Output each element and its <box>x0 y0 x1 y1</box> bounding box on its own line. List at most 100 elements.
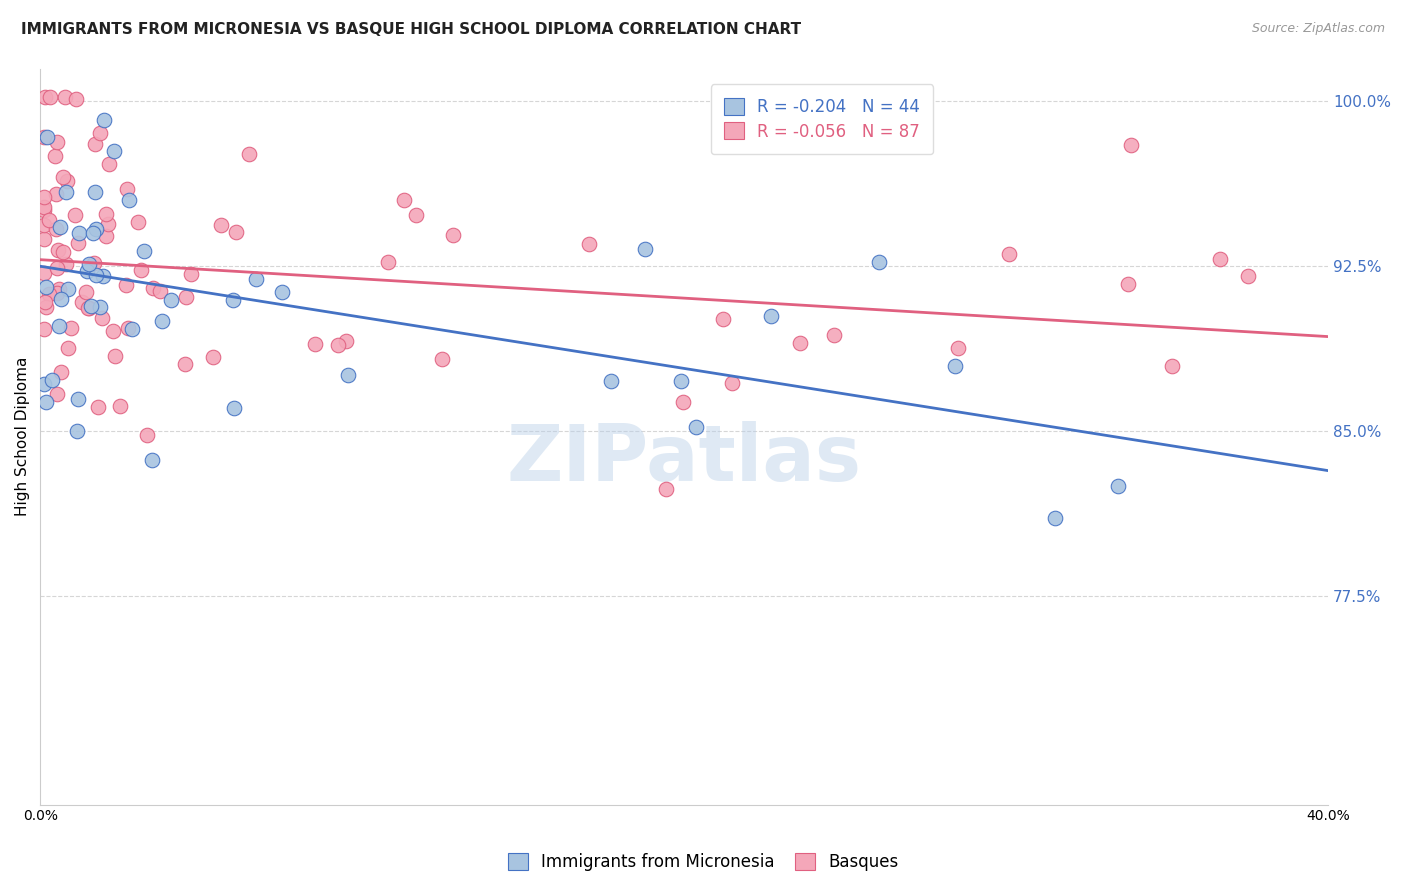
Point <box>1107 479 1129 493</box>
Point <box>35 395 58 409</box>
Point <box>150 314 173 328</box>
Point <box>115 182 138 196</box>
Point <box>52 170 75 185</box>
Point <box>441 227 464 242</box>
Y-axis label: High School Diploma: High School Diploma <box>15 357 30 516</box>
Point <box>83 137 105 152</box>
Point <box>245 272 267 286</box>
Point <box>96 228 118 243</box>
Point <box>89 300 111 314</box>
Point <box>86 268 108 282</box>
Point <box>669 374 692 388</box>
Point <box>35 130 58 145</box>
Point <box>392 194 415 208</box>
Point <box>789 336 811 351</box>
Point <box>328 338 350 352</box>
Text: IMMIGRANTS FROM MICRONESIA VS BASQUE HIGH SCHOOL DIPLOMA CORRELATION CHART: IMMIGRANTS FROM MICRONESIA VS BASQUE HIG… <box>21 22 801 37</box>
Point <box>32 129 55 144</box>
Point <box>759 310 782 324</box>
Legend: R = -0.204   N = 44, R = -0.056   N = 87: R = -0.204 N = 44, R = -0.056 N = 87 <box>710 84 934 154</box>
Point <box>998 247 1021 261</box>
Point <box>304 337 326 351</box>
Point <box>46 243 69 257</box>
Point <box>91 268 114 283</box>
Point <box>108 400 131 414</box>
Point <box>41 373 63 387</box>
Point <box>84 222 107 236</box>
Point <box>75 285 97 299</box>
Point <box>823 328 845 343</box>
Point <box>67 227 90 241</box>
Point <box>48 282 70 296</box>
Point <box>44 149 66 163</box>
Point <box>67 235 90 250</box>
Point <box>34 295 56 310</box>
Point <box>149 285 172 299</box>
Point <box>80 299 103 313</box>
Point <box>32 203 55 218</box>
Point <box>1160 359 1182 373</box>
Point <box>711 311 734 326</box>
Point <box>66 424 89 438</box>
Point <box>82 227 104 241</box>
Point <box>45 135 67 149</box>
Point <box>93 113 115 128</box>
Point <box>160 293 183 307</box>
Point <box>56 341 79 355</box>
Point <box>101 324 124 338</box>
Point <box>59 321 82 335</box>
Point <box>45 386 67 401</box>
Point <box>56 282 79 296</box>
Point <box>49 365 72 379</box>
Point <box>98 157 121 171</box>
Point <box>91 310 114 325</box>
Point <box>35 280 58 294</box>
Point <box>39 90 62 104</box>
Point <box>634 242 657 256</box>
Point <box>70 295 93 310</box>
Point <box>720 376 742 390</box>
Point <box>132 244 155 259</box>
Point <box>118 193 141 207</box>
Point <box>76 301 98 316</box>
Point <box>76 264 98 278</box>
Point <box>51 293 73 307</box>
Point <box>65 92 87 106</box>
Point <box>32 377 55 392</box>
Point <box>55 185 77 199</box>
Point <box>405 208 427 222</box>
Point <box>103 144 125 158</box>
Point <box>685 420 707 434</box>
Point <box>32 266 55 280</box>
Point <box>65 208 87 222</box>
Point <box>32 218 55 232</box>
Point <box>209 219 232 233</box>
Point <box>32 322 55 336</box>
Point <box>53 90 76 104</box>
Point <box>117 320 139 334</box>
Legend: Immigrants from Micronesia, Basques: Immigrants from Micronesia, Basques <box>499 845 907 880</box>
Point <box>77 257 100 271</box>
Point <box>38 287 60 301</box>
Point <box>672 395 695 409</box>
Point <box>335 334 357 349</box>
Point <box>66 392 89 406</box>
Point <box>225 225 247 239</box>
Text: ZIPatlas: ZIPatlas <box>506 421 862 497</box>
Point <box>46 260 69 275</box>
Point <box>45 187 67 202</box>
Point <box>135 428 157 442</box>
Point <box>141 452 163 467</box>
Point <box>89 126 111 140</box>
Point <box>377 255 399 269</box>
Point <box>1209 252 1232 266</box>
Point <box>238 147 260 161</box>
Point <box>868 255 890 269</box>
Point <box>35 300 58 314</box>
Point <box>34 190 56 204</box>
Point <box>1119 137 1142 152</box>
Point <box>1116 277 1139 291</box>
Point <box>34 90 56 104</box>
Point <box>946 341 969 355</box>
Point <box>77 301 100 315</box>
